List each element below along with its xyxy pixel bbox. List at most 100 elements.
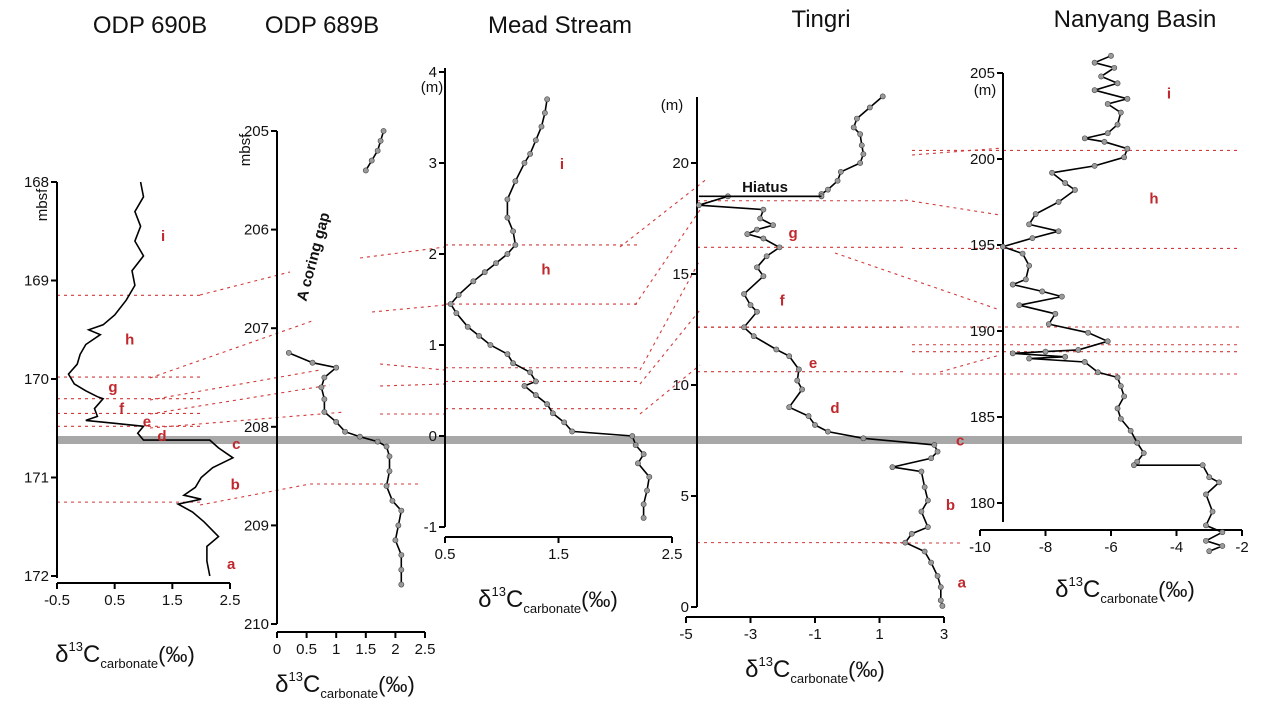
x-tick-label: -2 — [1235, 539, 1248, 556]
correlation-line — [639, 259, 701, 371]
data-point — [918, 508, 925, 515]
panel-title: Mead Stream — [488, 12, 632, 39]
annotation-label: A coring gap — [294, 211, 334, 303]
data-point — [1026, 355, 1033, 362]
data-point — [1016, 302, 1023, 309]
data-point — [635, 460, 641, 467]
data-point — [309, 359, 316, 366]
data-point — [521, 160, 528, 166]
data-point — [1098, 73, 1105, 80]
zone-label-b: b — [946, 497, 955, 514]
data-point — [760, 235, 767, 242]
data-point — [532, 392, 539, 398]
y-axis-label: (m) — [661, 97, 684, 114]
y-tick-label: 200 — [970, 151, 995, 168]
x-axis-label-unit: (‰) — [158, 642, 195, 667]
data-point — [1026, 262, 1033, 269]
data-point — [1203, 537, 1209, 544]
data-point — [342, 428, 348, 435]
data-point — [879, 93, 886, 100]
y-axis-label: (m) — [421, 79, 444, 96]
zone-label-i: i — [161, 228, 165, 245]
correlation-line — [199, 271, 291, 296]
data-point — [640, 515, 647, 521]
x-axis-label-unit: (‰) — [848, 657, 885, 682]
data-point — [632, 442, 639, 448]
x-tick-label: 2.5 — [220, 592, 241, 609]
data-point — [1062, 180, 1069, 186]
x-tick-label: 1.5 — [548, 546, 569, 563]
data-point — [773, 346, 780, 353]
data-point — [858, 142, 865, 149]
data-point — [834, 177, 841, 184]
data-point — [1049, 169, 1055, 176]
data-point — [510, 360, 516, 367]
data-point — [1114, 374, 1121, 381]
x-axis-label-delta: δ — [1055, 576, 1068, 603]
x-axis-label-sup: 13 — [492, 584, 506, 599]
data-point — [937, 584, 944, 590]
data-point — [924, 497, 931, 504]
data-point — [1091, 162, 1098, 169]
x-axis-label-delta: δ — [55, 641, 68, 668]
data-point — [395, 522, 402, 529]
data-point — [928, 455, 934, 462]
data-point — [760, 273, 767, 280]
x-axis-label: δ13Ccarbonate(‰) — [275, 669, 415, 701]
data-point — [1121, 393, 1127, 400]
data-point — [504, 351, 511, 357]
data-point — [532, 378, 539, 385]
x-axis-label-delta: δ — [745, 656, 758, 683]
data-point — [1127, 427, 1134, 434]
y-tick-label: 0 — [429, 428, 437, 445]
data-point — [1114, 121, 1121, 128]
data-point — [754, 308, 760, 315]
data-point — [1206, 548, 1213, 555]
correlation-line — [911, 147, 1004, 156]
data-point — [1134, 439, 1141, 446]
panel-odp-690b: ODP 690B 168 169 170 171 172 -0.5 0.5 1.5 2.5 mbsf… — [24, 12, 241, 671]
data-point — [1058, 293, 1065, 300]
data-point — [487, 342, 494, 348]
data-point — [356, 433, 363, 440]
y-tick-label: 172 — [24, 568, 49, 585]
data-point — [1055, 228, 1062, 235]
data-point — [786, 353, 793, 360]
zone-label-b: b — [231, 476, 240, 493]
data-point — [1052, 310, 1059, 317]
data-point — [640, 451, 647, 458]
y-tick-label: 207 — [244, 320, 269, 337]
data-point — [1104, 338, 1111, 345]
data-point — [825, 428, 831, 435]
data-point — [1114, 405, 1121, 412]
x-tick-label: -5 — [679, 626, 692, 643]
x-axis-label-main: C — [1083, 576, 1100, 603]
y-tick-label: 171 — [24, 470, 49, 487]
x-axis-label: δ13Ccarbonate(‰) — [745, 654, 885, 686]
y-tick-label: 15 — [672, 266, 689, 283]
data-point — [1203, 522, 1209, 529]
y-tick-label: 170 — [24, 371, 49, 388]
data-point — [747, 302, 754, 308]
data-point — [1101, 138, 1108, 145]
zone-label-h: h — [125, 332, 134, 349]
data-point — [549, 410, 556, 417]
y-tick-label: 185 — [970, 409, 995, 426]
data-point — [541, 110, 548, 116]
data-point — [1108, 52, 1114, 59]
data-point — [1219, 543, 1226, 549]
x-axis-label: δ13Ccarbonate(‰) — [55, 639, 195, 671]
x-tick-label: -0.5 — [44, 592, 70, 609]
x-axis-label-main: C — [506, 586, 523, 613]
zone-label-e: e — [143, 413, 151, 430]
zone-label-i: i — [560, 156, 564, 173]
data-series-line — [1000, 55, 1225, 552]
data-point — [1026, 221, 1033, 228]
correlation-line — [149, 384, 331, 415]
data-point — [569, 428, 576, 435]
data-point — [493, 260, 499, 266]
y-tick-label: 5 — [681, 488, 689, 505]
y-tick-label: 1 — [429, 337, 437, 354]
